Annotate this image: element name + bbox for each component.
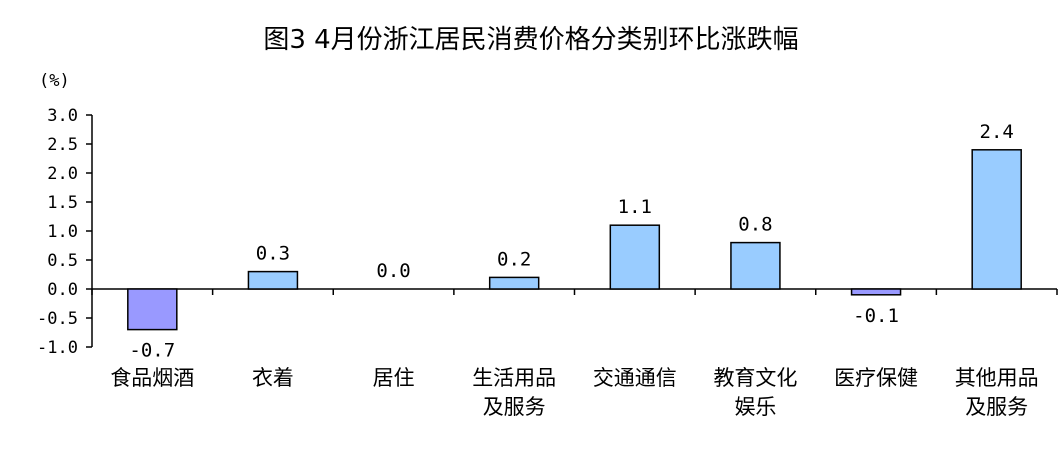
category-label: 衣着 <box>252 366 294 390</box>
category-label: 娱乐 <box>734 395 776 419</box>
category-label: 教育文化 <box>713 366 797 390</box>
data-label: 0.8 <box>738 214 772 236</box>
y-tick-label: -1.0 <box>37 338 78 358</box>
y-tick-label: 1.0 <box>47 222 78 242</box>
category-label: 交通通信 <box>593 366 677 390</box>
data-label: 1.1 <box>618 196 652 218</box>
y-tick-label: 2.0 <box>47 164 78 184</box>
data-label: -0.1 <box>853 305 899 327</box>
bar <box>971 149 1022 290</box>
data-label: 2.4 <box>980 121 1014 143</box>
category-label: 及服务 <box>965 395 1028 419</box>
data-label: 0.2 <box>497 248 531 270</box>
data-label: 0.0 <box>376 260 410 282</box>
category-label: 其他用品 <box>955 366 1039 390</box>
category-label: 食品烟酒 <box>110 366 194 390</box>
category-label: 生活用品 <box>472 366 556 390</box>
y-axis-unit: (%) <box>39 71 70 91</box>
y-tick-label: 3.0 <box>47 106 78 126</box>
bar <box>127 288 178 331</box>
category-label: 居住 <box>373 366 415 390</box>
category-label: 医疗保健 <box>834 366 918 390</box>
y-tick-label: 2.5 <box>47 135 78 155</box>
chart-title: 图3 4月份浙江居民消费价格分类别环比涨跌幅 <box>263 25 798 55</box>
bar <box>247 270 299 290</box>
bar <box>488 276 540 290</box>
data-label: 0.3 <box>256 243 290 265</box>
y-tick-label: 0.0 <box>47 280 78 300</box>
y-tick-label: -0.5 <box>37 309 78 329</box>
bar <box>609 224 661 290</box>
y-tick-label: 0.5 <box>47 251 78 271</box>
bar <box>730 241 781 290</box>
axes: 3.0 2.5 2.0 1.5 1.0 0.5 0.0 -0.5 -1.0 <box>37 106 1058 358</box>
data-label: -0.7 <box>129 340 175 362</box>
category-label: 及服务 <box>483 395 546 419</box>
y-tick-label: 1.5 <box>47 193 78 213</box>
bars <box>127 149 1022 331</box>
bar <box>850 288 902 296</box>
